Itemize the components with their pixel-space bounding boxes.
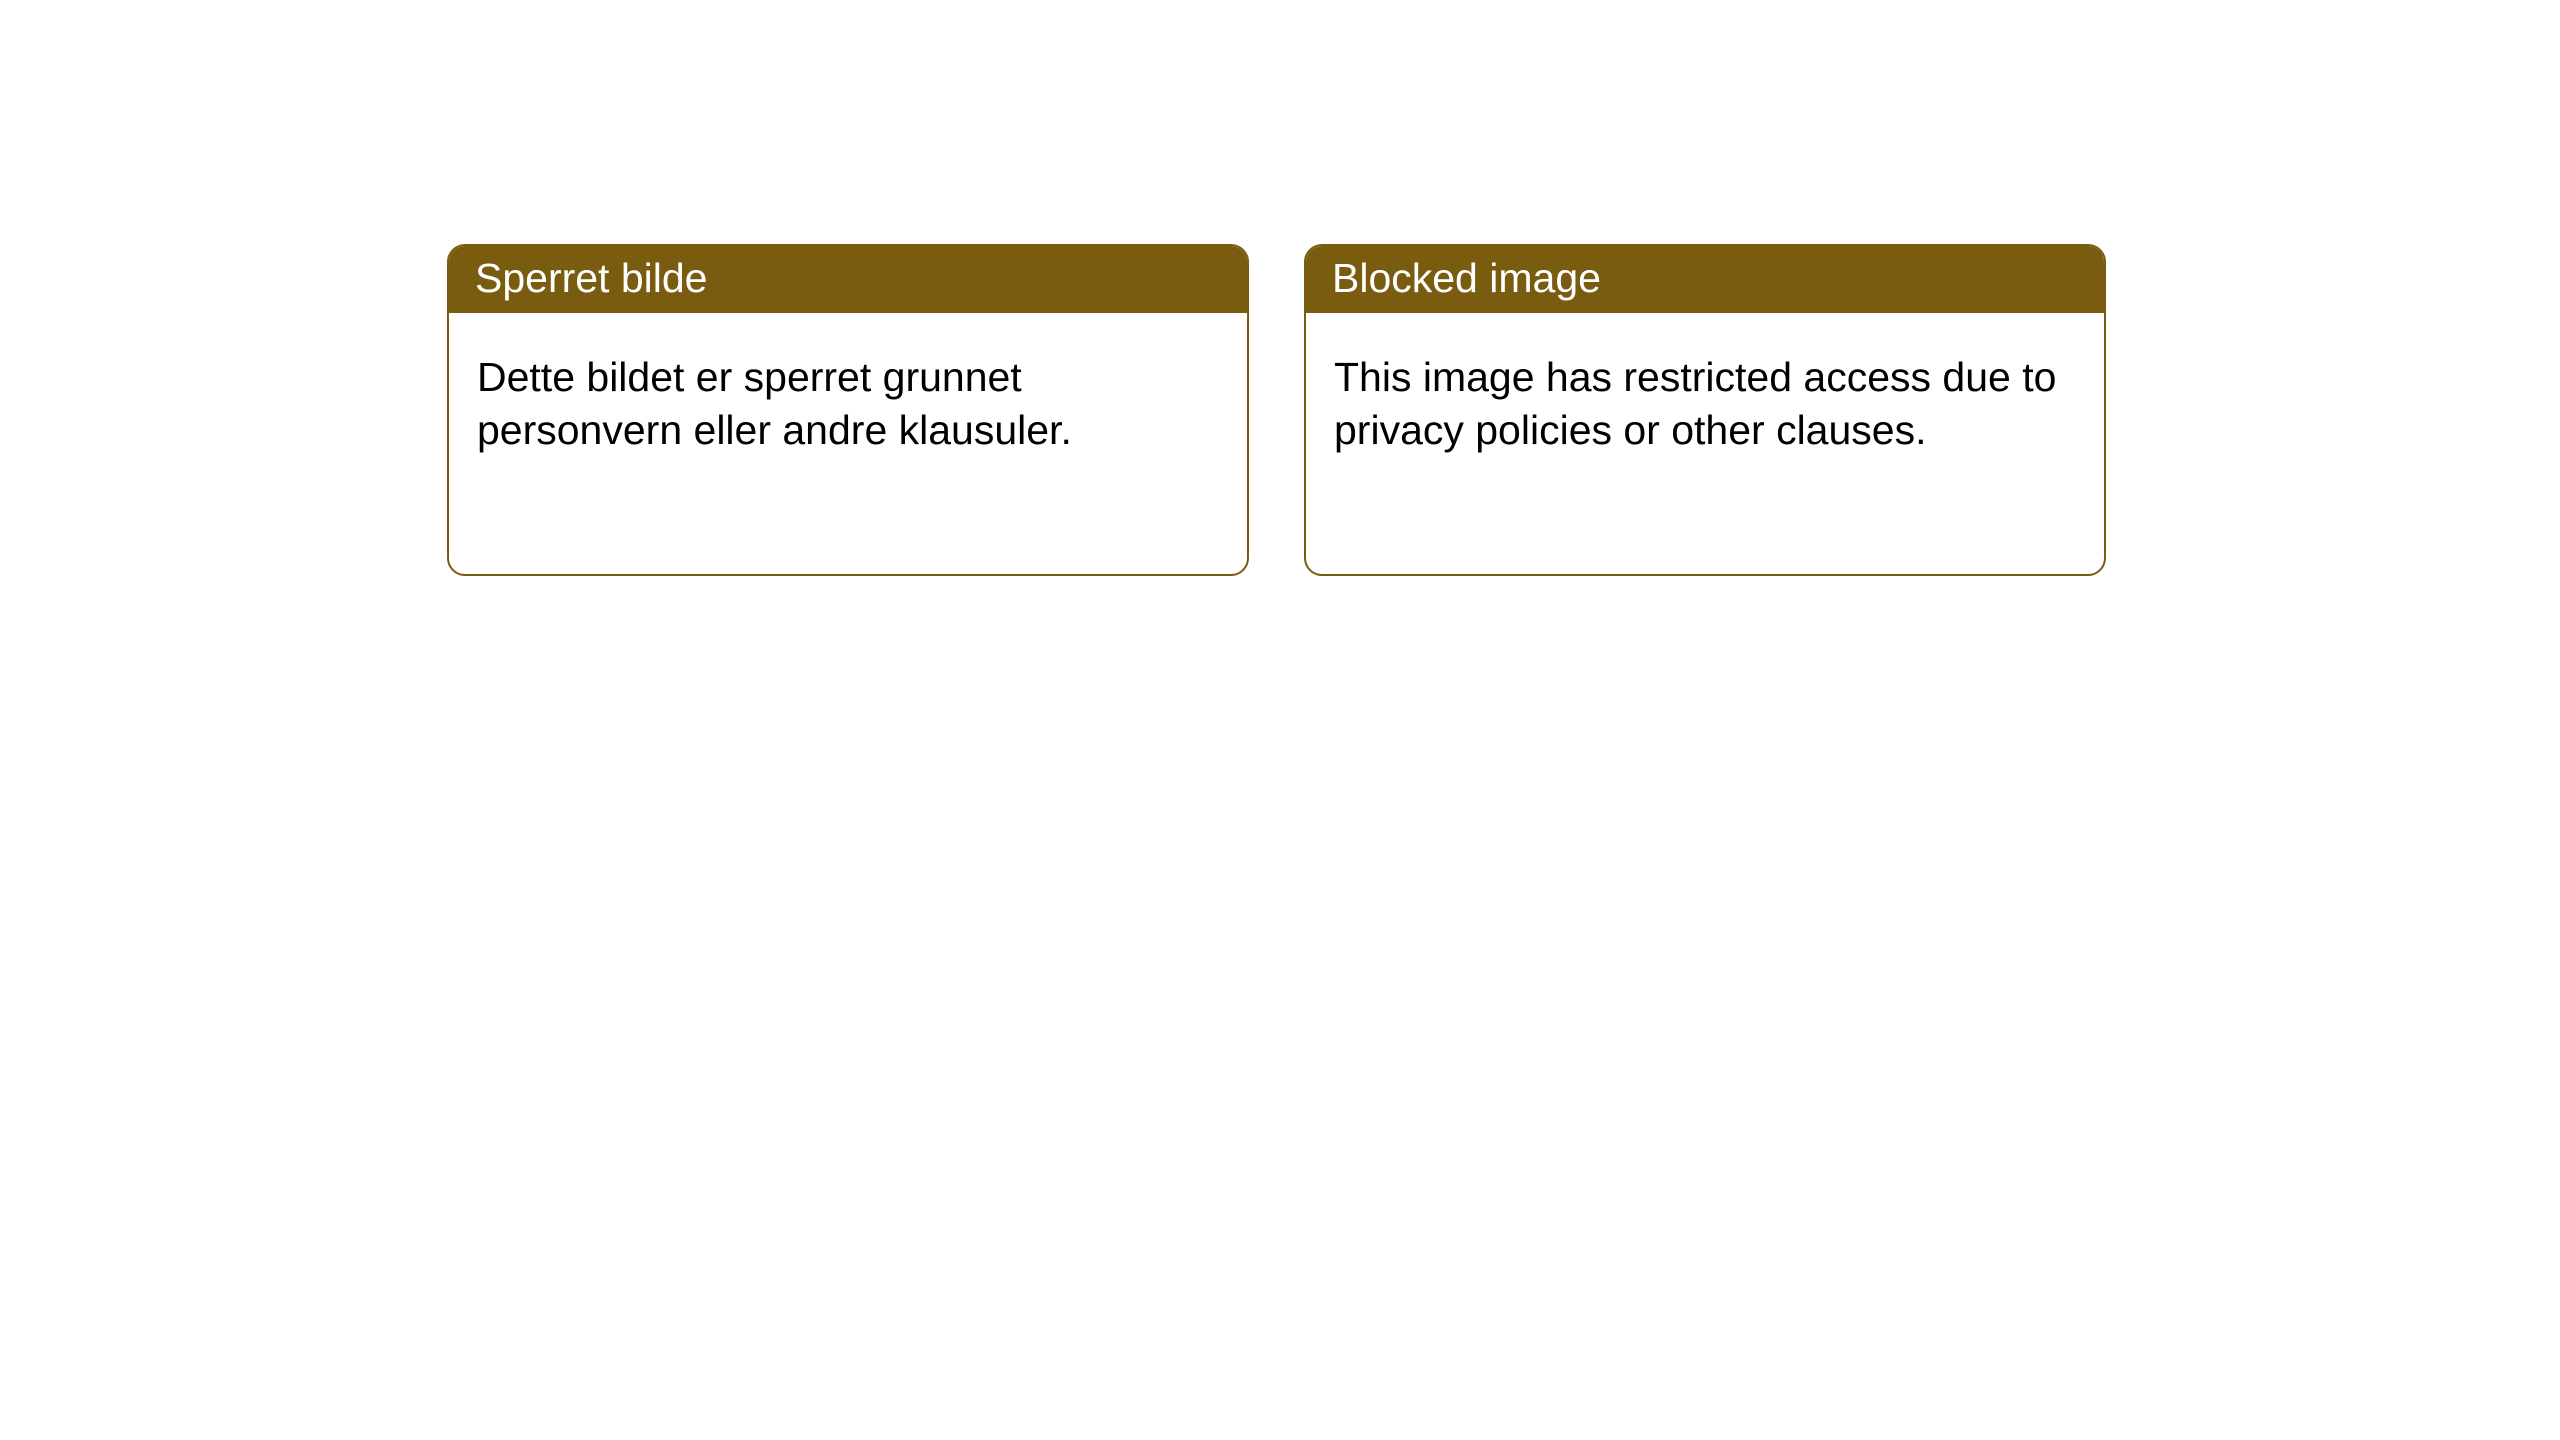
card-title: Sperret bilde	[475, 255, 707, 301]
blocked-image-card-no: Sperret bilde Dette bildet er sperret gr…	[447, 244, 1249, 576]
notice-cards-row: Sperret bilde Dette bildet er sperret gr…	[0, 0, 2560, 576]
card-body: Dette bildet er sperret grunnet personve…	[449, 313, 1247, 484]
card-body-text: Dette bildet er sperret grunnet personve…	[477, 354, 1072, 452]
card-title: Blocked image	[1332, 255, 1601, 301]
card-header: Sperret bilde	[449, 246, 1247, 313]
card-body: This image has restricted access due to …	[1306, 313, 2104, 484]
card-body-text: This image has restricted access due to …	[1334, 354, 2056, 452]
card-header: Blocked image	[1306, 246, 2104, 313]
blocked-image-card-en: Blocked image This image has restricted …	[1304, 244, 2106, 576]
